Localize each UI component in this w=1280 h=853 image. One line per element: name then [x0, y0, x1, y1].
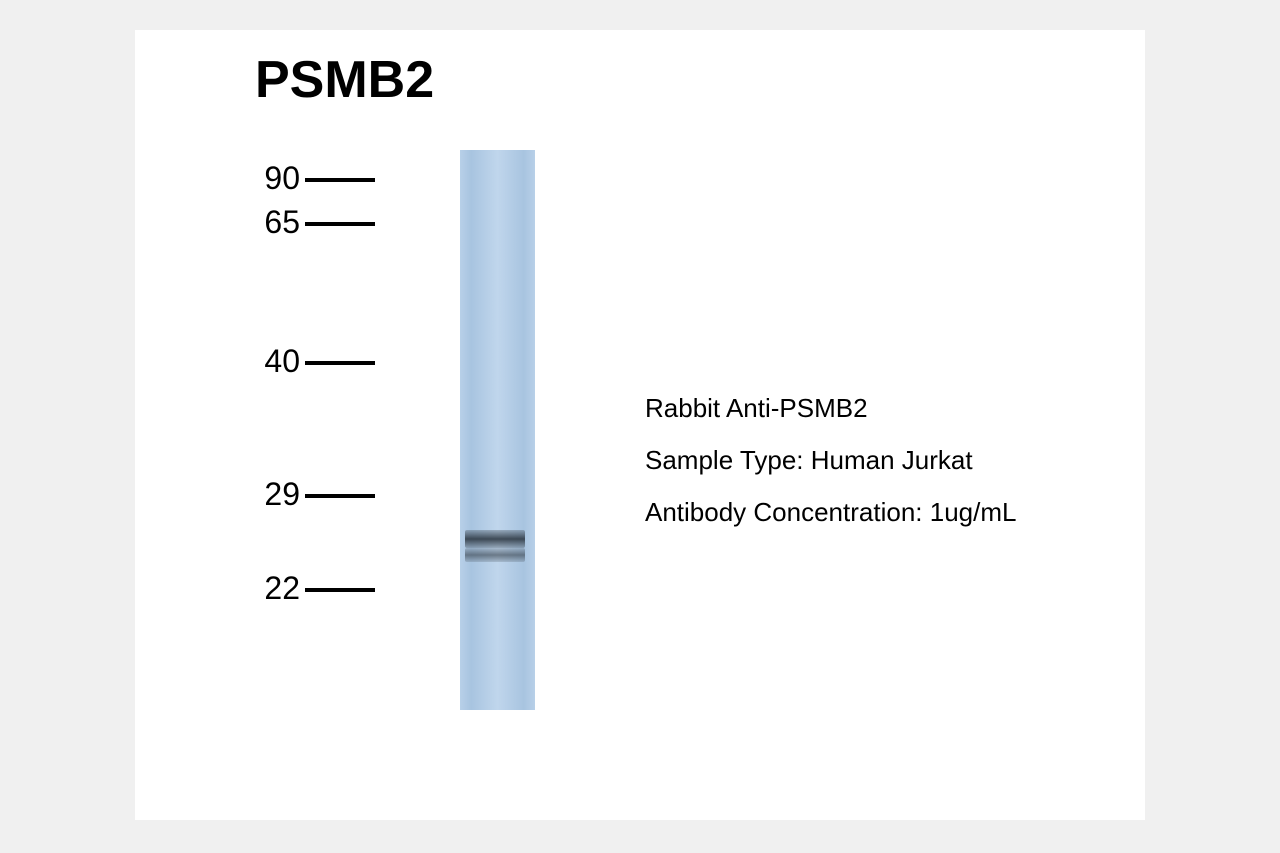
protein-band-secondary: [465, 548, 525, 562]
protein-band-primary: [465, 530, 525, 548]
blot-lane: [460, 150, 535, 710]
marker-label: 65: [250, 204, 300, 241]
legend-line: Antibody Concentration: 1ug/mL: [645, 497, 1016, 528]
marker-label: 29: [250, 476, 300, 513]
marker-label: 90: [250, 160, 300, 197]
figure-title: PSMB2: [255, 50, 434, 110]
marker-tick: [305, 361, 375, 365]
legend-line: Sample Type: Human Jurkat: [645, 445, 973, 476]
marker-tick: [305, 588, 375, 592]
marker-tick: [305, 494, 375, 498]
legend-line: Rabbit Anti-PSMB2: [645, 393, 868, 424]
marker-tick: [305, 178, 375, 182]
marker-tick: [305, 222, 375, 226]
western-blot-figure: PSMB2 90 65 40 29 22 Rabbit Anti-PSMB2 Sample…: [135, 30, 1145, 820]
marker-label: 22: [250, 570, 300, 607]
marker-label: 40: [250, 343, 300, 380]
